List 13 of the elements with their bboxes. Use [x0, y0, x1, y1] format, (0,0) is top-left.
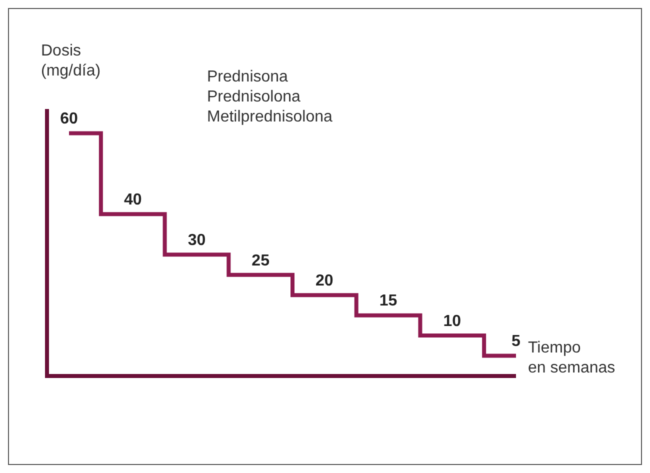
data-label: 5: [512, 333, 521, 350]
data-label: 15: [379, 292, 398, 310]
annotation: Metilprednisolona: [207, 108, 333, 126]
x-axis-title: Tiempo en semanas: [528, 339, 616, 376]
text: Prednisolona: [207, 88, 300, 106]
data-label: 40: [124, 192, 142, 209]
data-label: 20: [316, 272, 334, 290]
data-label: 60: [60, 110, 78, 128]
data-label: 25: [252, 252, 270, 270]
text: Prednisona: [207, 68, 288, 86]
y-axis-title: Dosis (mg/día): [41, 42, 101, 80]
data-label: 10: [443, 312, 462, 330]
data-label: 30: [188, 232, 206, 250]
